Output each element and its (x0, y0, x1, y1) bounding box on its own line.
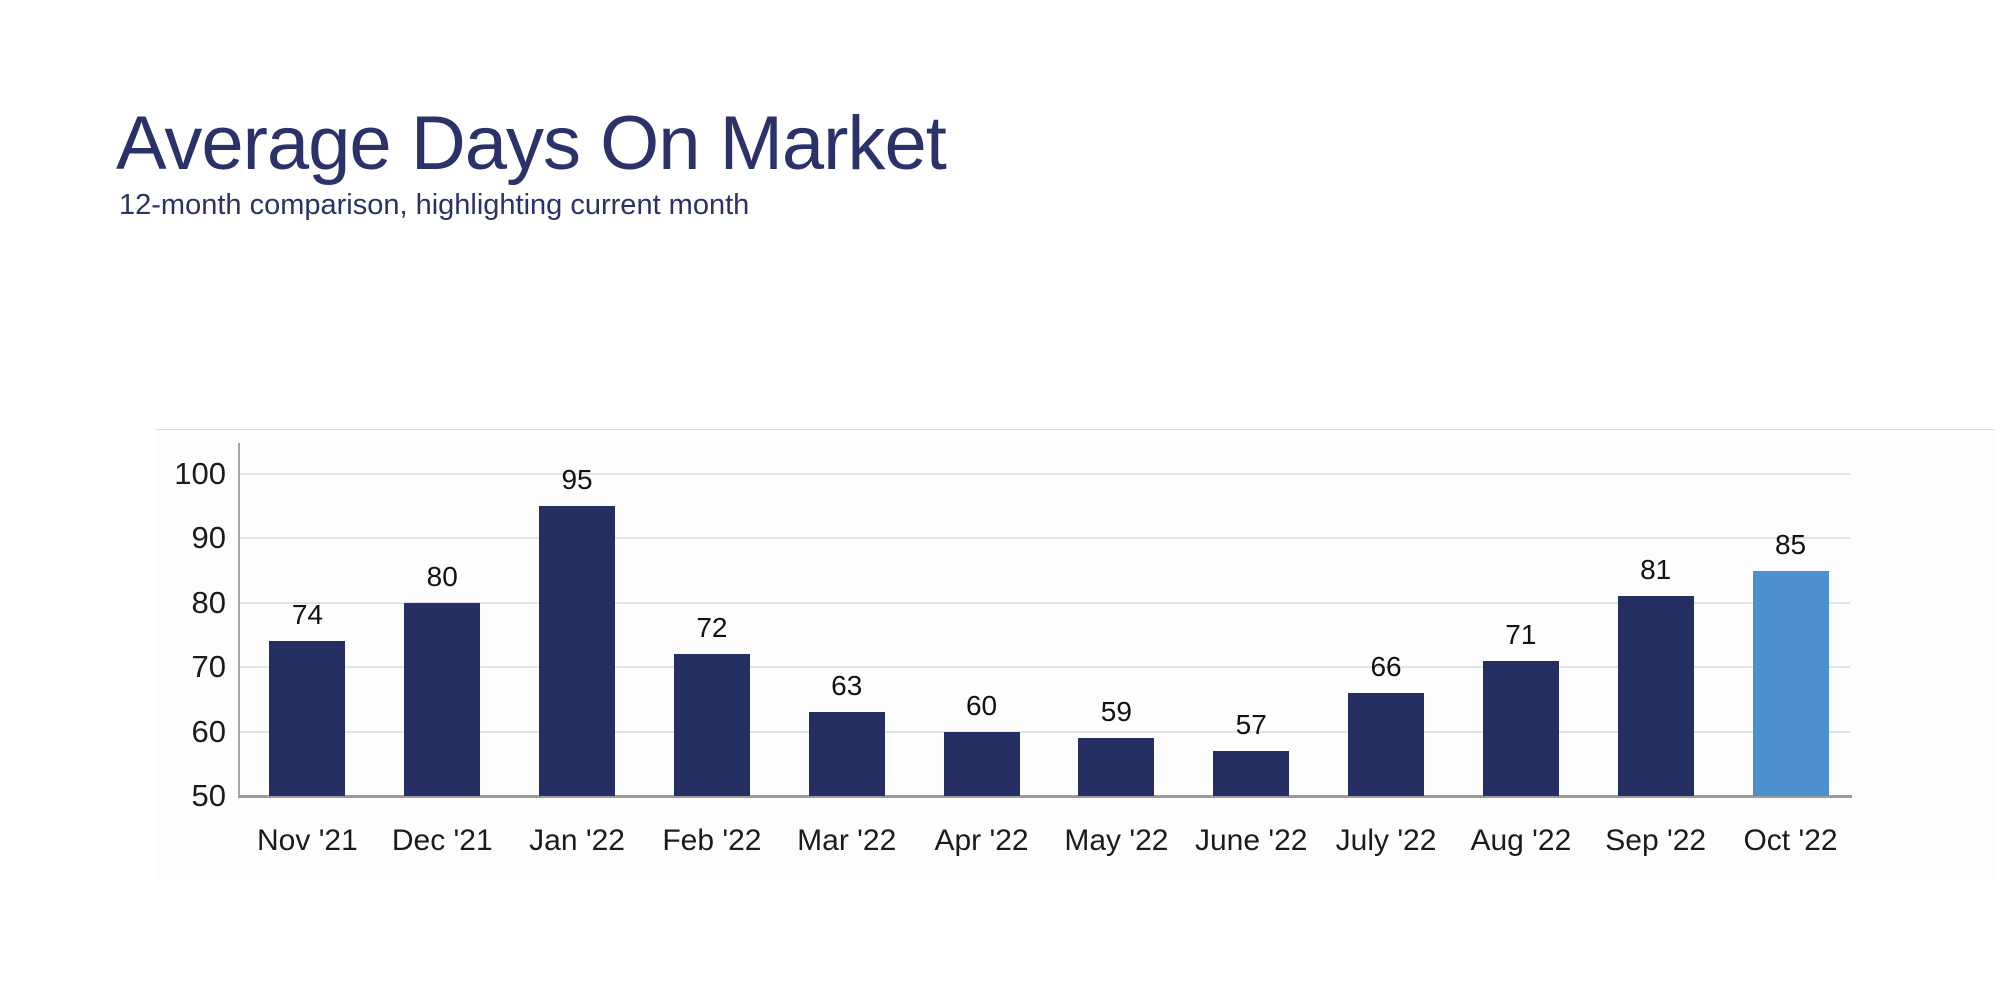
x-tick-label-may-22: May '22 (1064, 824, 1169, 857)
bar-aug-22 (1482, 661, 1559, 796)
bar-apr-22 (943, 732, 1020, 796)
x-axis-line (238, 795, 1852, 798)
x-axis-tick-labels: Nov '21 Dec '21 Jan '22 Feb '22 Mar '22 Apr '… (240, 824, 1858, 858)
bar-slot-12: 85 (1723, 430, 1858, 796)
bar-slot-3: 95 (510, 430, 645, 796)
bar-value-label-6: 60 (965, 690, 998, 721)
bar-sep-22 (1617, 596, 1694, 796)
bar-oct-22 (1752, 571, 1829, 796)
bar-slot-1: 74 (240, 430, 375, 796)
bar-slot-9: 66 (1319, 430, 1454, 796)
x-tick-label-aug-22: Aug '22 (1470, 824, 1572, 857)
bar-june-22 (1213, 751, 1290, 796)
bar-slot-7: 59 (1049, 430, 1184, 796)
x-tick-label-apr-22: Apr '22 (934, 824, 1029, 857)
x-tick-label-dec-21: Dec '21 (391, 824, 493, 857)
x-tick-label-oct-22: Oct '22 (1743, 824, 1838, 857)
page-subtitle: 12-month comparison, highlighting curren… (119, 189, 750, 221)
bar-value-label-1: 74 (291, 599, 323, 630)
gridline-60 (240, 731, 1850, 733)
bar-slot-5: 63 (779, 430, 914, 796)
bar-value-label-3: 95 (561, 464, 593, 495)
bar-value-label-8: 57 (1235, 709, 1267, 740)
y-axis-line (238, 443, 240, 796)
y-tick-label-70: 70 (191, 649, 226, 684)
bar-slot-2: 80 (375, 430, 510, 796)
gridline-80 (240, 602, 1850, 604)
x-tick-label-jan-22: Jan '22 (529, 824, 625, 857)
bar-may-22 (1078, 738, 1155, 796)
bar-slot-6: 60 (914, 430, 1049, 796)
bar-value-label-7: 59 (1100, 696, 1132, 727)
bar-slot-4: 72 (644, 430, 779, 796)
bar-feb-22 (673, 654, 750, 796)
bar-value-label-12: 85 (1774, 529, 1807, 560)
gridline-70 (240, 666, 1850, 668)
bar-july-22 (1348, 693, 1425, 796)
x-tick-label-june-22: June '22 (1194, 824, 1308, 857)
bar-nov-21 (269, 641, 346, 796)
bar-slot-11: 81 (1588, 430, 1723, 796)
gridline-90 (240, 537, 1850, 539)
x-tick-label-mar-22: Mar '22 (797, 824, 897, 857)
y-tick-label-100: 100 (174, 456, 226, 491)
bar-value-label-5: 63 (831, 670, 863, 701)
bar-slot-8: 57 (1184, 430, 1319, 796)
x-tick-label-nov-21: Nov '21 (257, 824, 358, 857)
y-tick-label-50: 50 (191, 778, 226, 813)
y-tick-label-80: 80 (191, 585, 226, 620)
x-tick-label-feb-22: Feb '22 (662, 824, 762, 857)
plot-area (240, 430, 1858, 796)
bar-mar-22 (808, 712, 885, 796)
gridline-100 (240, 473, 1850, 475)
y-axis-tick-labels: 50 60 70 80 90 100 (130, 430, 226, 813)
bar-value-label-10: 71 (1505, 619, 1537, 650)
x-tick-label-july-22: July '22 (1335, 824, 1437, 857)
bar-jan-22 (539, 506, 616, 796)
bar-value-label-2: 80 (426, 561, 458, 592)
bar-dec-21 (404, 603, 481, 796)
x-tick-label-sep-22: Sep '22 (1605, 824, 1707, 857)
bar-series: 74 80 95 72 63 60 59 57 66 71 81 85 (240, 430, 1858, 796)
bar-value-label-4: 72 (696, 612, 728, 643)
y-tick-label-60: 60 (191, 714, 226, 749)
y-tick-label-90: 90 (191, 520, 226, 555)
bar-slot-10: 71 (1453, 430, 1588, 796)
bar-value-label-9: 66 (1370, 651, 1402, 682)
page-title: Average Days On Market (116, 101, 947, 186)
bar-value-label-11: 81 (1640, 554, 1672, 585)
